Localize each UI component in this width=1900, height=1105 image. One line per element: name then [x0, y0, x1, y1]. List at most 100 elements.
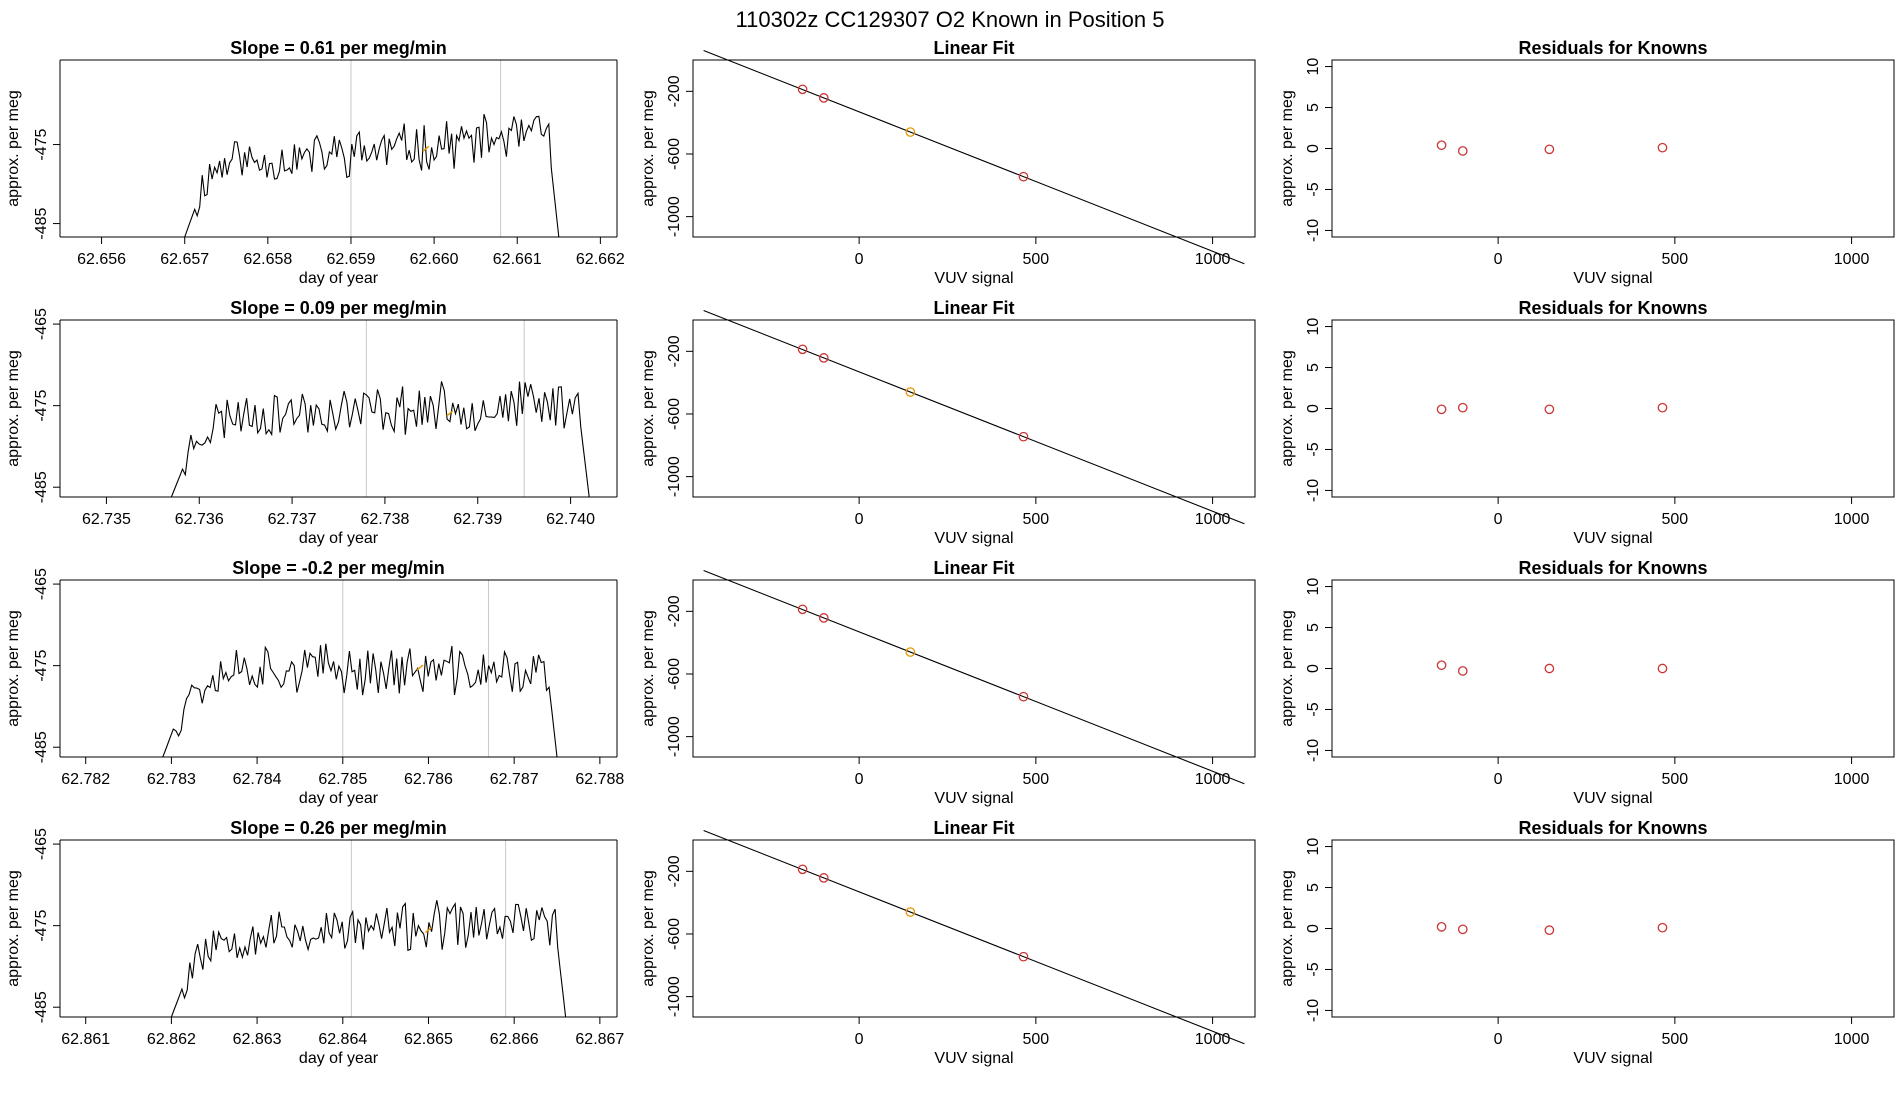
- timeseries-x-tick-label: 62.661: [493, 251, 542, 268]
- residuals-x-tick-label: 0: [1494, 511, 1503, 528]
- timeseries-xlabel: day of year: [299, 1050, 379, 1067]
- timeseries-x-tick-label: 62.738: [360, 511, 409, 528]
- timeseries-x-tick-label: 62.861: [61, 1031, 110, 1048]
- timeseries-y-tick-label: -465: [33, 308, 50, 340]
- fit-line: [703, 569, 1245, 785]
- linear-fit-y-tick-label: -600: [666, 918, 683, 950]
- timeseries-x-tick-label: 62.866: [490, 1031, 539, 1048]
- residual-point: [1457, 666, 1468, 676]
- linear-fit-panel: 0 500 1000 -200 -600 -1000 Linear Fit VUV signa…: [640, 818, 1256, 1067]
- linear-fit-xlabel: VUV signal: [934, 530, 1013, 547]
- residuals-x-tick-label: 0: [1494, 251, 1503, 268]
- residual-point: [1457, 924, 1468, 935]
- fit-point: [905, 647, 916, 657]
- linear-fit-ylabel: approx. per meg: [640, 90, 657, 207]
- residuals-y-tick-label: 10: [1305, 58, 1322, 76]
- timeseries-marker: [416, 664, 424, 671]
- timeseries-x-tick-label: 62.784: [233, 771, 282, 788]
- linear-fit-x-tick-label: 1000: [1195, 251, 1231, 268]
- timeseries-title: Slope = 0.09 per meg/min: [230, 298, 447, 318]
- linear-fit-y-tick-label: -1000: [666, 456, 683, 497]
- timeseries-xlabel: day of year: [299, 270, 379, 287]
- timeseries-ylabel: approx. per meg: [5, 90, 22, 207]
- timeseries-x-tick-label: 62.739: [453, 511, 502, 528]
- fit-point: [905, 387, 916, 397]
- fit-point: [797, 84, 808, 95]
- timeseries-ylabel: approx. per meg: [5, 870, 22, 987]
- timeseries-ylabel: approx. per meg: [5, 610, 22, 727]
- timeseries-y-tick-label: -465: [33, 828, 50, 860]
- residual-point: [1657, 402, 1668, 413]
- timeseries-y-tick-label: -475: [33, 650, 50, 682]
- residual-point: [1544, 144, 1555, 155]
- linear-fit-frame: [692, 839, 1256, 1018]
- residuals-x-tick-label: 500: [1662, 511, 1689, 528]
- residuals-x-tick-label: 500: [1662, 1031, 1689, 1048]
- linear-fit-y-tick-label: -200: [666, 595, 683, 627]
- linear-fit-frame: [692, 579, 1256, 758]
- fit-point: [1018, 171, 1029, 182]
- fit-point: [1018, 691, 1029, 702]
- timeseries-x-tick-label: 62.862: [147, 1031, 196, 1048]
- timeseries-x-tick-label: 62.867: [575, 1031, 624, 1048]
- timeseries-x-tick-label: 62.662: [576, 251, 625, 268]
- residuals-title: Residuals for Knowns: [1518, 558, 1707, 578]
- residuals-xlabel: VUV signal: [1573, 270, 1652, 287]
- linear-fit-x-tick-label: 0: [855, 511, 864, 528]
- linear-fit-y-tick-label: -200: [666, 335, 683, 367]
- residuals-xlabel: VUV signal: [1573, 530, 1652, 547]
- fit-point: [818, 353, 829, 363]
- linear-fit-x-tick-label: 500: [1023, 771, 1050, 788]
- residuals-y-tick-label: 10: [1305, 578, 1322, 596]
- timeseries-y-tick-label: -485: [33, 207, 50, 239]
- residuals-frame: [1331, 579, 1895, 758]
- timeseries-x-tick-label: 62.783: [147, 771, 196, 788]
- residuals-y-tick-label: 0: [1305, 404, 1322, 413]
- timeseries-x-tick-label: 62.740: [546, 511, 595, 528]
- timeseries-marker: [446, 410, 454, 417]
- timeseries-line: [60, 900, 617, 1017]
- residual-point: [1436, 140, 1447, 151]
- residual-point: [1657, 142, 1668, 153]
- residuals-panel: 0 500 1000 10 5 0 -5 -10 Residuals for Knowns VUV…: [1279, 298, 1895, 547]
- timeseries-y-tick-label: -465: [33, 568, 50, 600]
- timeseries-line: [60, 381, 617, 497]
- fit-point: [905, 127, 916, 137]
- residuals-y-tick-label: 10: [1305, 838, 1322, 856]
- linear-fit-x-tick-label: 1000: [1195, 511, 1231, 528]
- fit-point: [905, 907, 916, 917]
- timeseries-x-tick-label: 62.865: [404, 1031, 453, 1048]
- linear-fit-panel: 0 500 1000 -200 -600 -1000 Linear Fit VUV signa…: [640, 38, 1256, 287]
- timeseries-panel: 62.656 62.657 62.658 62.659 62.660 62.661 62.6…: [5, 38, 625, 287]
- timeseries-title: Slope = -0.2 per meg/min: [232, 558, 445, 578]
- timeseries-line: [60, 114, 617, 237]
- residuals-y-tick-label: 5: [1305, 363, 1322, 372]
- linear-fit-y-tick-label: -1000: [666, 196, 683, 237]
- residuals-y-tick-label: 0: [1305, 924, 1322, 933]
- linear-fit-ylabel: approx. per meg: [640, 350, 657, 467]
- chart-row-2: 62.735 62.736 62.737 62.738 62.739 62.740 -465…: [5, 298, 1895, 547]
- timeseries-x-tick-label: 62.786: [404, 771, 453, 788]
- figure-title: 110302z CC129307 O2 Known in Position 5: [736, 7, 1165, 32]
- fit-line: [703, 309, 1245, 525]
- timeseries-y-tick-label: -485: [33, 471, 50, 503]
- residuals-title: Residuals for Knowns: [1518, 38, 1707, 58]
- residuals-frame: [1331, 59, 1895, 238]
- residuals-y-tick-label: -5: [1305, 702, 1322, 716]
- residuals-x-tick-label: 1000: [1834, 1031, 1870, 1048]
- residual-point: [1544, 404, 1555, 415]
- fit-point: [797, 864, 808, 875]
- residuals-y-tick-label: 5: [1305, 883, 1322, 892]
- residuals-title: Residuals for Knowns: [1518, 818, 1707, 838]
- linear-fit-y-tick-label: -200: [666, 855, 683, 887]
- timeseries-xlabel: day of year: [299, 790, 379, 807]
- fit-point: [818, 93, 829, 103]
- timeseries-y-tick-label: -485: [33, 991, 50, 1023]
- fit-point: [797, 604, 808, 615]
- residual-point: [1657, 922, 1668, 933]
- linear-fit-x-tick-label: 500: [1023, 1031, 1050, 1048]
- timeseries-x-tick-label: 62.737: [268, 511, 317, 528]
- timeseries-ylabel: approx. per meg: [5, 350, 22, 467]
